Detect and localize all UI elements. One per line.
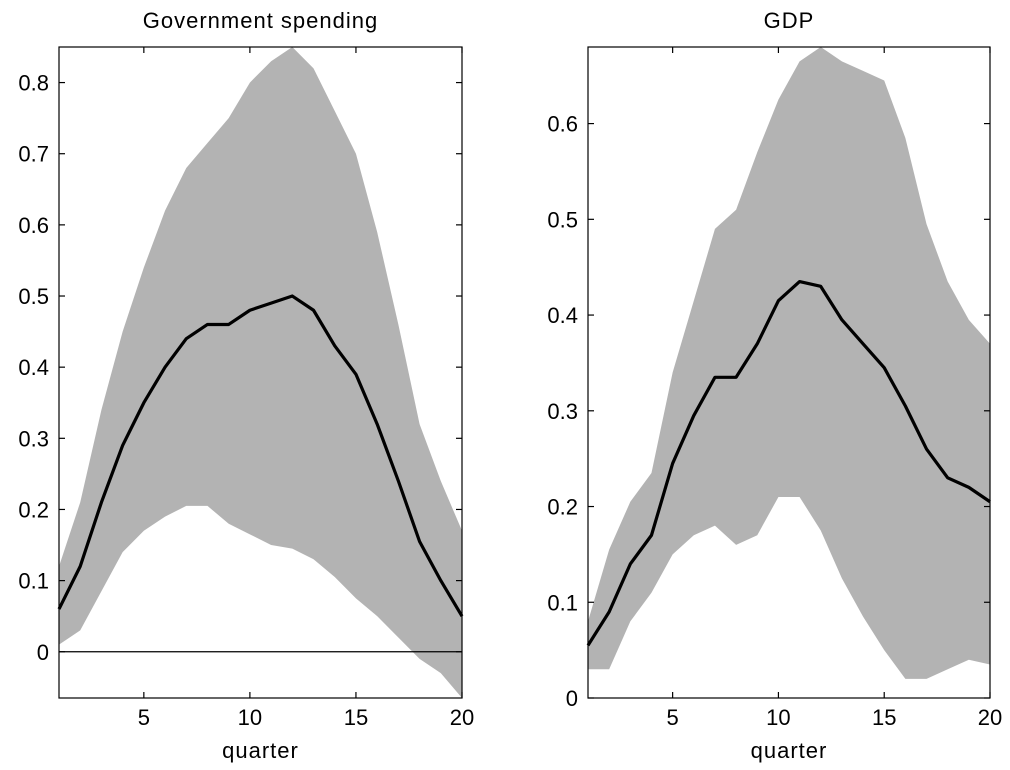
y-tick-label: 0.5 xyxy=(547,207,578,232)
x-tick-label: 20 xyxy=(450,705,474,730)
x-tick-label: 20 xyxy=(978,705,1002,730)
median-line xyxy=(586,279,991,647)
x-tick-label: 10 xyxy=(766,705,790,730)
confidence-band xyxy=(588,47,990,679)
x-axis-label: quarter xyxy=(222,738,299,763)
x-tick-label: 5 xyxy=(667,705,679,730)
y-tick-label: 0.5 xyxy=(18,284,49,309)
x-tick-label: 10 xyxy=(238,705,262,730)
y-tick-label: 0.3 xyxy=(547,399,578,424)
axes-box xyxy=(587,46,991,699)
median-line xyxy=(57,294,464,617)
gdp-panel: 0 0.1 0.2 0.3 0.4 0.5 0.6 5 10 15 20 GDP quarter xyxy=(547,8,1002,763)
y-tick-label: 0.4 xyxy=(547,303,578,328)
x-tick-label: 5 xyxy=(138,705,150,730)
y-tick-label: 0.1 xyxy=(547,590,578,615)
y-tick-label: 0.1 xyxy=(18,569,49,594)
y-tick-label: 0.4 xyxy=(18,355,49,380)
x-tick-label: 15 xyxy=(872,705,896,730)
government-spending-panel: 0 0.1 0.2 0.3 0.4 0.5 0.6 0.7 0.8 5 10 15 20 Governme… xyxy=(18,8,474,763)
axes-box xyxy=(58,46,463,699)
y-tick-label: 0.3 xyxy=(18,426,49,451)
chart-title: GDP xyxy=(764,8,815,33)
y-tick-label: 0.2 xyxy=(547,495,578,520)
y-tick-label: 0.8 xyxy=(18,71,49,96)
y-tick-label: 0.7 xyxy=(18,142,49,167)
x-tick-label: 15 xyxy=(344,705,368,730)
y-tick-label: 0 xyxy=(566,686,578,711)
y-tick-label: 0.6 xyxy=(18,213,49,238)
y-tick-label: 0.6 xyxy=(547,112,578,137)
x-axis-label: quarter xyxy=(751,738,828,763)
y-tick-label: 0 xyxy=(37,640,49,665)
confidence-band xyxy=(59,47,462,698)
chart-title: Government spending xyxy=(143,8,378,33)
y-tick-label: 0.2 xyxy=(18,497,49,522)
